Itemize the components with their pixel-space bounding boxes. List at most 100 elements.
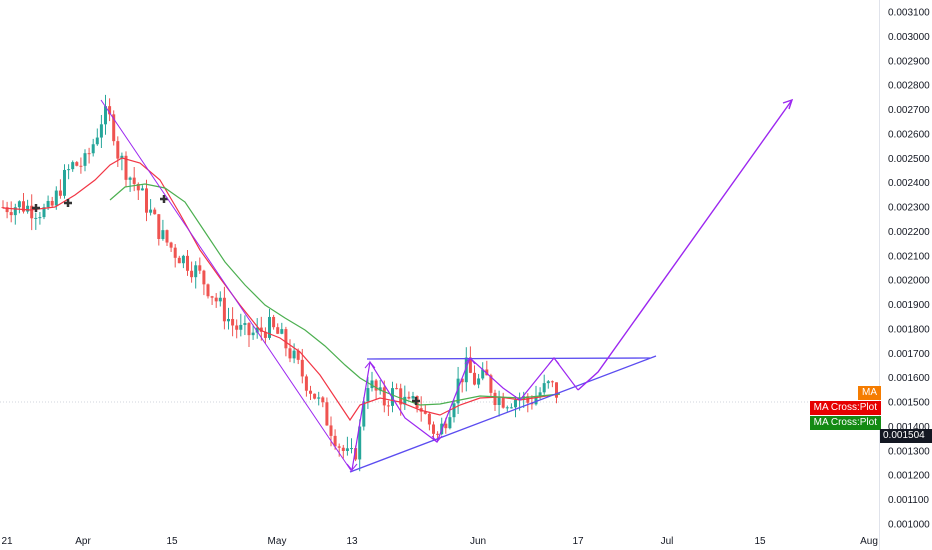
price-tick-label: 0.001000 xyxy=(888,520,930,531)
price-tick-label: 0.001700 xyxy=(888,349,930,360)
price-tick-label: 0.002000 xyxy=(888,276,930,287)
ma-cross-green-tag: MA Cross:Plot xyxy=(809,416,881,430)
candle-body xyxy=(460,378,464,383)
candle-body xyxy=(235,325,239,330)
candle-body xyxy=(337,446,341,448)
price-tick-label: 0.002500 xyxy=(888,154,930,165)
time-tick-label: 13 xyxy=(346,536,358,547)
candle-body xyxy=(210,296,214,298)
candle-body xyxy=(136,183,140,191)
moving-averages xyxy=(2,157,561,422)
candle-body xyxy=(26,205,30,212)
candle-body xyxy=(5,207,9,213)
candle-body xyxy=(493,392,497,405)
candle-body xyxy=(218,297,222,302)
candle-body xyxy=(181,255,185,264)
ma-cross-marker xyxy=(32,204,40,212)
candle-body xyxy=(280,329,284,334)
price-tick-label: 0.002400 xyxy=(888,178,930,189)
candle-body xyxy=(350,448,353,450)
candle-body xyxy=(91,144,95,154)
price-tick-label: 0.002800 xyxy=(888,81,930,92)
candle-body xyxy=(411,396,415,399)
price-tick-label: 0.003000 xyxy=(888,32,930,43)
candle-body xyxy=(276,327,280,334)
candle-body xyxy=(321,397,325,403)
candle-body xyxy=(239,324,243,330)
candle-body xyxy=(341,447,345,451)
candle-body xyxy=(259,327,263,332)
candle-body xyxy=(555,382,558,398)
candle-body xyxy=(292,350,296,359)
candle-body xyxy=(95,137,99,145)
candle-body xyxy=(296,350,300,360)
candle-body xyxy=(227,318,230,322)
price-tick-label: 0.003100 xyxy=(888,8,930,19)
candle-body xyxy=(272,316,276,328)
candle-body xyxy=(22,201,25,212)
candle-body xyxy=(50,200,54,206)
time-tick-label: 17 xyxy=(572,536,584,547)
time-tick-label: Jun xyxy=(470,536,486,547)
candle-body xyxy=(13,207,17,216)
swing-arrowhead xyxy=(431,435,443,443)
candle-body xyxy=(534,396,538,405)
candle-body xyxy=(485,369,489,376)
candle-body xyxy=(313,393,317,399)
candles xyxy=(1,94,558,472)
candle-body xyxy=(132,177,136,184)
price-tick-label: 0.002200 xyxy=(888,227,930,238)
candle-body xyxy=(206,284,210,297)
time-tick-label: May xyxy=(268,536,287,547)
candle-body xyxy=(112,114,116,142)
candle-body xyxy=(366,388,370,402)
candle-body xyxy=(345,448,349,451)
candle-body xyxy=(177,257,181,264)
candle-body xyxy=(87,153,91,155)
candle-body xyxy=(79,165,83,167)
candle-body xyxy=(468,357,472,373)
candle-body xyxy=(58,190,62,196)
candle-body xyxy=(67,169,71,171)
projection-arrow xyxy=(577,99,793,391)
price-axis-line xyxy=(0,0,880,550)
candle-body xyxy=(456,378,460,404)
candle-body xyxy=(354,448,358,460)
price-tick-label: 0.002700 xyxy=(888,105,930,116)
candle-body xyxy=(505,407,509,409)
candle-body xyxy=(542,383,546,393)
candle-body xyxy=(186,255,189,271)
candle-body xyxy=(304,376,308,391)
swing-arrowhead xyxy=(548,357,560,365)
price-tick-label: 0.001600 xyxy=(888,373,930,384)
candle-body xyxy=(427,413,431,425)
candle-body xyxy=(378,387,382,391)
candle-body xyxy=(268,316,271,338)
candle-body xyxy=(46,200,50,208)
candle-body xyxy=(116,141,120,159)
time-axis: 21 Apr 15 May 13 Jun 17 Jul 15 Aug xyxy=(1,536,877,547)
candle-body xyxy=(38,217,42,219)
candle-body xyxy=(17,201,21,208)
time-tick-label: Apr xyxy=(75,536,91,547)
time-tick-label: Jul xyxy=(661,536,674,547)
candle-body xyxy=(190,270,194,278)
candle-body xyxy=(108,106,112,115)
candle-body xyxy=(54,190,58,206)
candle-body xyxy=(546,381,550,384)
candle-body xyxy=(288,348,292,359)
swing-arrowhead xyxy=(364,361,376,369)
candle-body xyxy=(247,323,251,336)
price-tick-label: 0.002100 xyxy=(888,251,930,262)
candle-body xyxy=(407,396,411,399)
candle-body xyxy=(399,388,403,405)
candle-body xyxy=(161,230,165,239)
candle-body xyxy=(333,435,337,447)
candle-body xyxy=(157,214,161,239)
candle-body xyxy=(358,426,362,460)
price-tick-label: 0.001100 xyxy=(888,495,929,506)
candle-body xyxy=(251,332,255,336)
projection-arrowhead xyxy=(782,98,794,110)
candle-body xyxy=(386,405,390,407)
